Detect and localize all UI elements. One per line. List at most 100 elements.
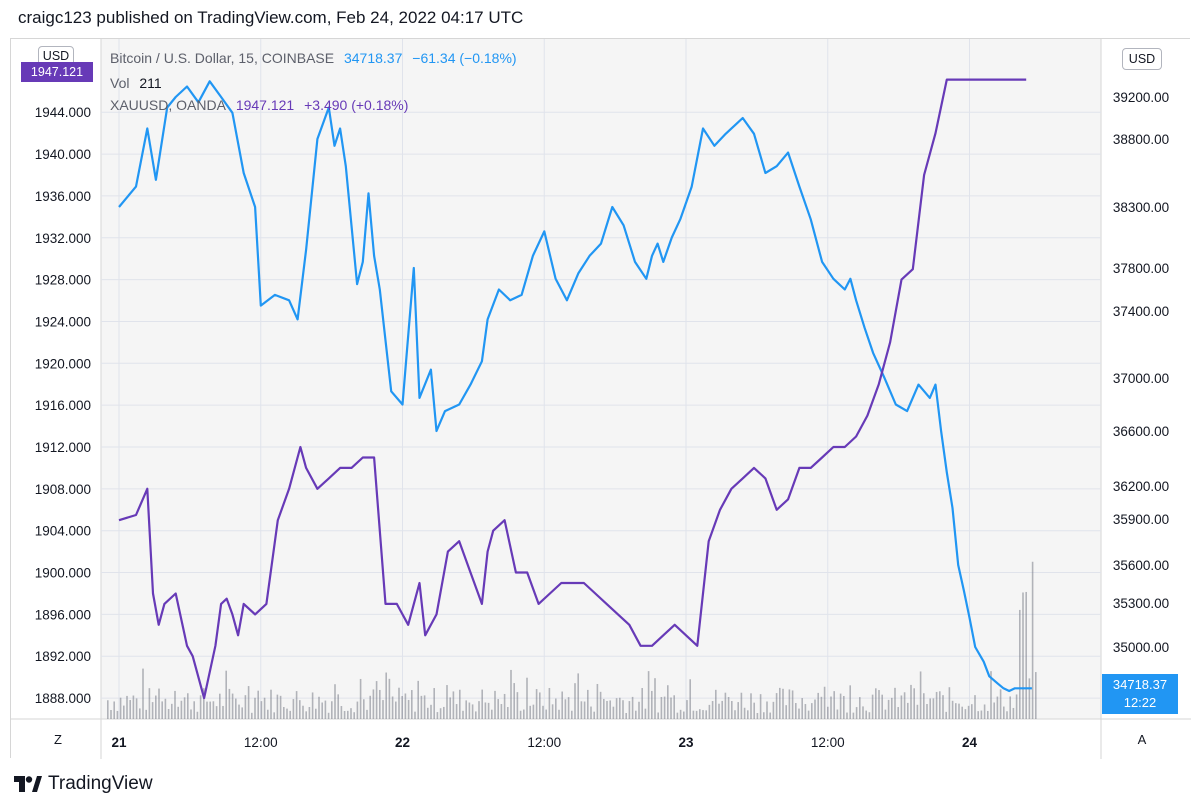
volume-bar [254,697,256,719]
volume-bar [276,694,279,719]
volume-bar [718,703,720,719]
volume-bar [615,698,618,719]
volume-bar [231,693,234,719]
volume-bar [369,695,371,719]
volume-bar [1031,561,1034,719]
volume-bar [884,709,887,719]
volume-bar [519,710,522,719]
volume-bar [107,700,109,719]
volume-bar [427,707,429,719]
x-axis-tick-label: 12:00 [244,735,278,750]
volume-bar [468,702,471,719]
volume-bar [228,688,231,719]
volume-bar [939,691,941,719]
volume-bar [987,710,989,719]
volume-bar [142,668,144,719]
volume-bar [542,705,544,719]
volume-bar [145,709,147,719]
right-currency-badge[interactable]: USD [1122,48,1162,70]
left-currency-badge[interactable]: USD [38,46,74,66]
volume-bar [606,700,608,719]
volume-bar [817,692,819,719]
volume-bar [990,671,992,719]
volume-bar [219,693,221,719]
volume-bar [555,698,557,719]
volume-bar [315,708,317,719]
volume-bar [148,688,151,719]
volume-bar [151,702,154,719]
left-axis-tick-label: 1912.000 [35,440,91,455]
volume-bar [734,710,736,719]
volume-bar [695,710,698,719]
tradingview-logo[interactable]: TradingView [14,773,153,795]
volume-bar [651,690,653,719]
right-axis-tick-label: 35900.00 [1113,512,1169,527]
volume-bar [452,691,455,719]
legend-volume[interactable]: Vol 211 [110,75,168,91]
left-axis-tick-label: 1904.000 [35,524,91,539]
volume-bar [391,696,394,719]
volume-bar [196,711,199,719]
right-axis-tick-label: 36600.00 [1113,424,1169,439]
volume-bar [865,710,867,719]
volume-bar [526,677,528,719]
volume-bar [907,702,909,719]
volume-bar [1009,696,1011,719]
chart-canvas[interactable]: 1944.000 1940.000 1936.000 1932.000 1928.000… [11,39,1191,759]
main-last-price-value: 34718.37 [1112,677,1168,692]
volume-bar [676,712,679,719]
volume-bar [302,705,304,719]
volume-bar [788,689,791,719]
volume-bar [487,702,490,719]
volume-bar [439,708,442,719]
volume-bar [283,707,285,719]
volume-bar [251,712,253,719]
right-price-scale [1101,39,1191,759]
left-axis-tick-label: 1896.000 [35,607,91,622]
left-axis-tick-label: 1900.000 [35,566,91,581]
volume-bar [583,701,586,719]
volume-bar [174,690,176,719]
chart-frame[interactable]: 1944.000 1940.000 1936.000 1932.000 1928.000… [10,38,1191,759]
legend-main-symbol[interactable]: Bitcoin / U.S. Dollar, 15, COINBASE 3471… [110,50,523,66]
volume-bar [612,706,615,719]
volume-bar [497,699,499,719]
left-axis-tick-label: 1940.000 [35,147,91,162]
volume-bar [785,705,787,719]
volume-bar [951,700,954,719]
volume-bar [353,712,355,719]
volume-bar [347,710,349,719]
legend-overlay-symbol[interactable]: XAUUSD, OANDA 1947.121 +3.490 (+0.18%) [110,97,414,113]
volume-bar [529,705,531,719]
volume-bar [622,700,624,719]
volume-bar [241,707,243,719]
volume-bar [795,703,797,719]
volume-bar [567,697,570,719]
volume-bar [273,712,275,719]
volume-bar [350,708,352,719]
volume-bar [135,698,138,719]
left-axis-tick-label: 1892.000 [35,649,91,664]
volume-bar [868,712,871,719]
volume-bar [1022,592,1024,719]
volume-bar [372,689,375,719]
volume-bar [199,695,202,719]
volume-bar [791,690,794,719]
volume-bar [1003,706,1005,719]
volume-bar [635,710,637,719]
volume-bar [161,701,163,719]
right-axis-tick-label: 38800.00 [1113,132,1169,147]
volume-label: Vol [110,75,130,91]
volume-bar [603,698,605,719]
volume-bar [737,702,739,719]
volume-bar [724,692,727,719]
volume-bar [852,712,855,719]
main-symbol-name: Bitcoin / U.S. Dollar, 15, COINBASE [110,50,335,66]
auto-scale-button[interactable]: A [1137,732,1147,747]
volume-bar [721,700,723,719]
volume-bar [814,699,816,719]
zoom-button[interactable]: Z [54,732,62,747]
volume-bar [993,702,995,719]
volume-bar [801,698,803,719]
volume-bar [702,710,704,719]
